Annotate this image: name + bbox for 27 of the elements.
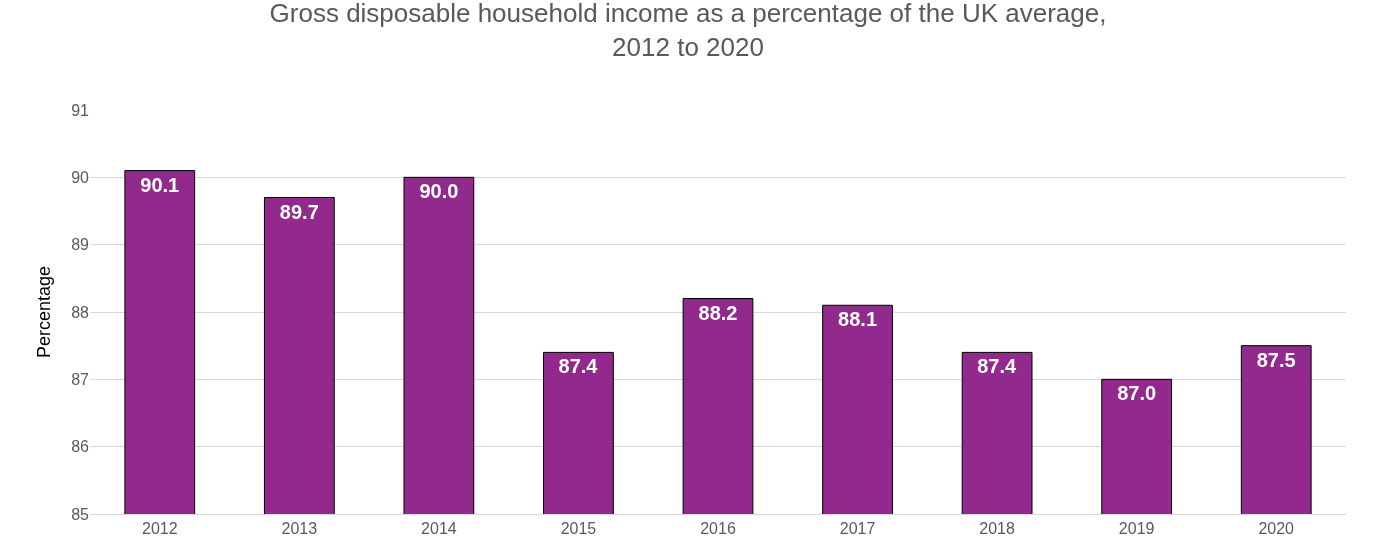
y-tick-label: 88 <box>71 303 90 321</box>
y-tick-label: 91 <box>71 101 90 119</box>
y-tick-label: 86 <box>71 438 90 456</box>
data-label: 90.1 <box>140 173 180 196</box>
x-tick-label: 2013 <box>281 520 318 538</box>
y-axis-title: Percentage <box>34 265 55 359</box>
y-tick-label: 87 <box>71 370 90 388</box>
data-label: 87.4 <box>977 355 1018 378</box>
x-tick-label: 2014 <box>421 520 457 538</box>
x-tick-label: 2012 <box>141 520 178 538</box>
x-tick-label: 2018 <box>979 520 1016 538</box>
y-tick-label: 85 <box>71 505 90 523</box>
data-label: 87.5 <box>1256 348 1296 371</box>
data-label: 88.1 <box>838 308 878 331</box>
data-label: 87.0 <box>1117 382 1157 405</box>
x-tick-label: 2016 <box>700 520 736 538</box>
y-tick-label: 90 <box>71 168 90 186</box>
x-tick-label: 2015 <box>560 520 597 538</box>
data-label: 88.2 <box>698 301 738 324</box>
x-tick-label: 2017 <box>839 520 876 538</box>
y-tick-label: 89 <box>71 236 90 254</box>
x-tick-label: 2020 <box>1258 520 1295 538</box>
data-label: 89.7 <box>279 200 319 223</box>
x-tick-label: 2019 <box>1118 520 1155 538</box>
chart-title: Gross disposable household income as a percentage of the UK average, 2012 to 2020 <box>269 0 1107 62</box>
data-label: 87.4 <box>558 355 599 378</box>
data-label: 90.0 <box>419 180 459 203</box>
